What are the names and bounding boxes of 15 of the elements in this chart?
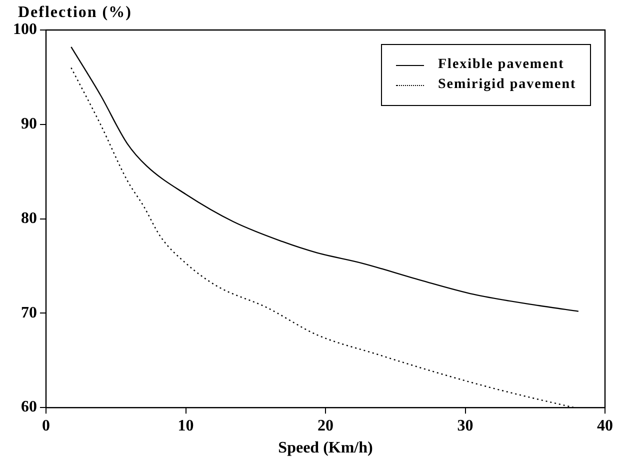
line-series	[70, 46, 580, 312]
x-tick-label: 10	[178, 417, 194, 434]
y-tick-label: 80	[21, 210, 37, 227]
y-tick-label: 100	[13, 21, 37, 38]
x-tick-label: 40	[597, 417, 613, 434]
y-tick-label: 90	[21, 116, 37, 133]
legend-label: Flexible pavement	[438, 57, 564, 73]
legend-label: Semirigid pavement	[438, 77, 576, 93]
x-tick-label: 0	[42, 417, 50, 434]
x-axis-title: Speed (Km/h)	[278, 440, 373, 457]
y-tick-label: 70	[21, 304, 37, 322]
y-axis-title: Deflection (%)	[18, 4, 132, 22]
x-tick-label: 20	[318, 417, 334, 434]
y-tick-label: 60	[21, 398, 37, 416]
x-tick-label: 30	[457, 417, 474, 434]
